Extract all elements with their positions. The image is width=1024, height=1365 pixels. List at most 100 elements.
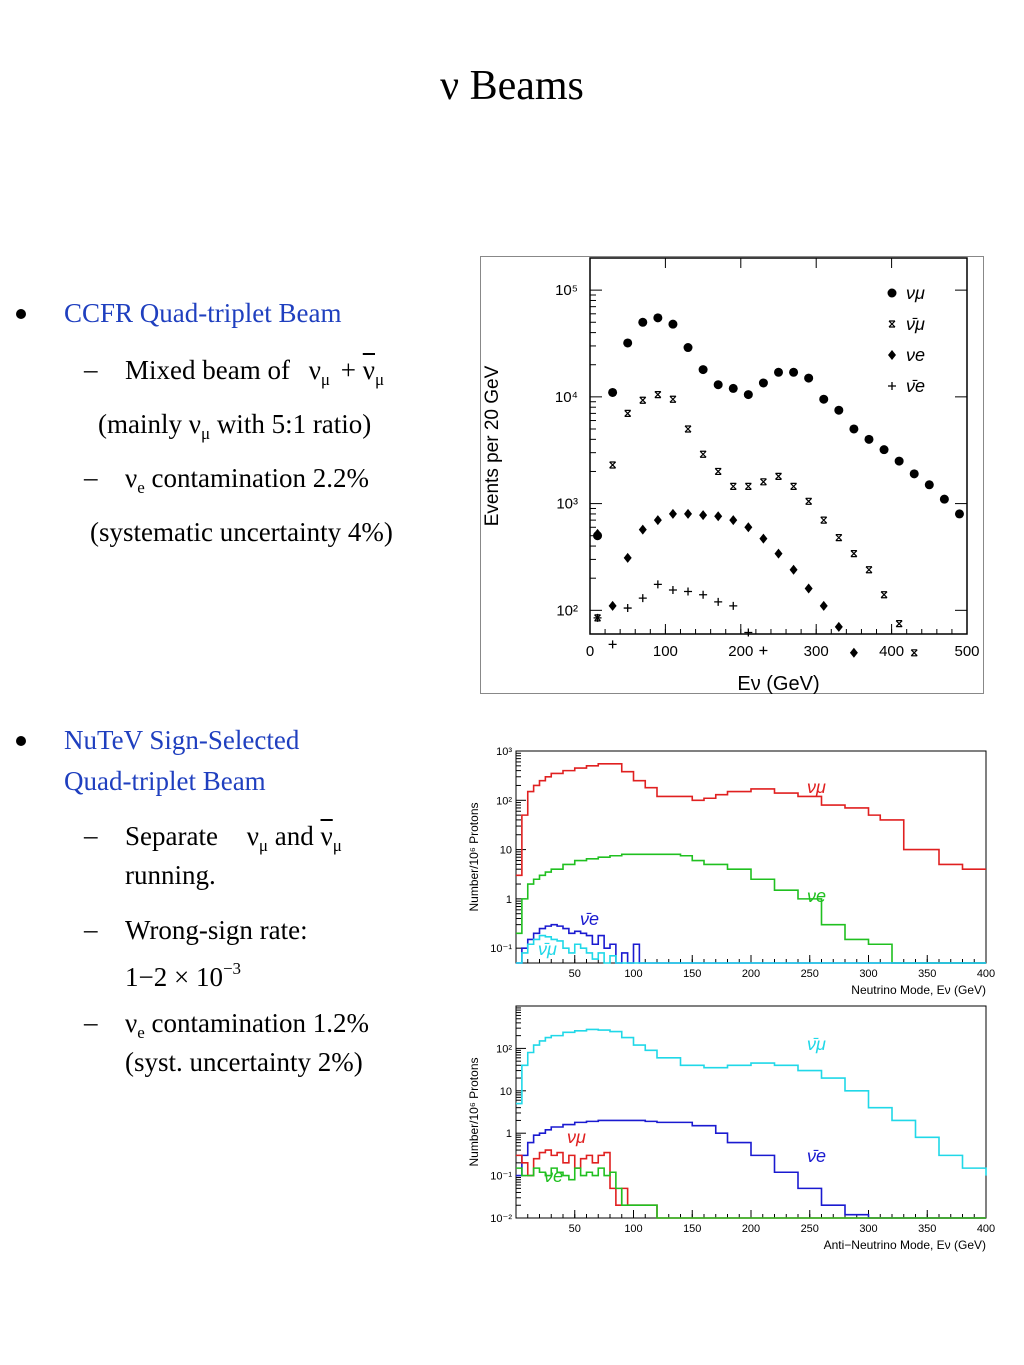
series-label: ν̄μ [807,1034,826,1054]
data-point [669,395,677,403]
legend-label: ν̄μ [906,314,925,334]
legend-label: ν̄e [906,376,925,396]
x-tick-label: 250 [801,968,819,980]
data-point [804,373,814,383]
data-point [593,528,602,539]
series-line-1 [516,853,986,964]
x-tick-label: 300 [804,643,829,660]
x-tick-label: 250 [801,1223,819,1235]
x-tick-label: 200 [728,643,753,660]
data-point [774,548,783,559]
data-point [864,434,874,444]
data-point [744,628,753,637]
y-tick-label: 10² [496,1043,512,1055]
data-point [653,580,662,589]
bullet-dot [16,309,26,319]
x-tick-label: 100 [653,643,678,660]
data-point [668,319,678,329]
plot-area [515,1005,987,1219]
bullet-nutev-contamination: νe contamination 1.2% [125,1008,369,1042]
data-point [683,343,693,353]
nu-mu-symbol: νμ [308,355,331,389]
x-tick-label: 100 [624,968,642,980]
data-point [850,549,858,558]
plus-symbol: + [340,355,357,385]
series-2 [593,508,858,658]
data-point [653,515,662,526]
bullet-nutev-rate: 1−2 × 10−3 [125,959,242,992]
data-point [774,367,783,377]
data-point [654,390,662,399]
series-line-0 [516,762,986,877]
data-point [699,450,707,458]
data-point [698,365,708,375]
data-point [638,594,647,603]
data-point [639,396,647,404]
x-tick-label: 400 [879,643,904,660]
y-tick-label: 10² [556,602,578,619]
x-tick-label: 400 [977,1223,995,1235]
data-point [849,424,859,434]
bullet-ccfr-contamination: νe contamination 2.2% [125,463,369,497]
data-point [729,482,737,490]
dash-icon: – [84,354,98,384]
data-point [789,564,798,575]
bullet-ccfr-ratio: (mainly νμ with 5:1 ratio) [98,409,372,443]
data-point [668,508,677,519]
series-label: ν̄e [807,1146,826,1166]
y-tick-label: 10⁴ [555,389,578,406]
data-point [909,469,919,479]
data-point [608,640,617,649]
mixed-label: Mixed beam of [125,355,290,385]
y-tick-label: 10⁵ [555,282,578,299]
x-tick-label: 50 [569,1223,581,1235]
series-3 [593,580,768,655]
data-point [865,566,873,574]
plot-area [589,257,968,635]
data-point [879,445,889,455]
data-point [713,380,723,390]
data-point [759,478,767,486]
data-point [835,534,843,542]
bullet-nutev-wrongsign: Wrong-sign rate: [125,915,308,945]
data-point [684,508,693,519]
series-label: ν̄e [580,909,599,929]
x-tick-label: 350 [918,1223,936,1235]
bullet-nutev-running: running. [125,860,216,890]
x-axis-label: Eν (GeV) [737,673,819,694]
data-point [714,467,722,476]
y-axis-label: Events per 20 GeV [482,365,503,526]
y-axis-label: Number/10⁶ Protons [467,803,481,912]
y-tick-label: 10⁻² [490,1213,512,1225]
data-point [804,583,813,594]
nutev-neutrino-mode-chart: 50 100 150 200 250 300 350 400 10⁻¹ 1 10 10² 10³ Neut… [467,746,995,997]
data-point [939,494,949,504]
data-point [924,480,934,490]
data-point [668,586,677,595]
y-axis-label: Number/10⁶ Protons [467,1058,481,1167]
series-line-1 [516,1119,986,1219]
data-point [894,456,904,466]
x-tick-label: 150 [683,968,701,980]
legend-label: νe [906,345,925,365]
y-tick-label: 10³ [556,496,578,513]
bullet-nutev-title-1: NuTeV Sign-Selected [64,725,300,755]
x-tick-label: 350 [918,968,936,980]
data-point [895,620,903,628]
data-point [744,482,752,490]
x-tick-label: 200 [742,1223,760,1235]
series-line-0 [516,1028,987,1176]
data-point [910,649,918,657]
series-label: νμ [807,777,826,797]
x-tick-label: 300 [859,968,877,980]
series-line-2 [516,1149,986,1219]
series-line-3 [516,934,986,964]
data-point [714,597,723,606]
y-tick-label: 1 [506,1128,512,1140]
series-line-3 [516,1167,986,1219]
data-point [849,647,858,658]
x-tick-label: 0 [586,643,594,660]
x-tick-label: 50 [569,968,581,980]
series-label: ν̄μ [538,939,557,959]
slide-title: ν Beams [440,63,584,109]
